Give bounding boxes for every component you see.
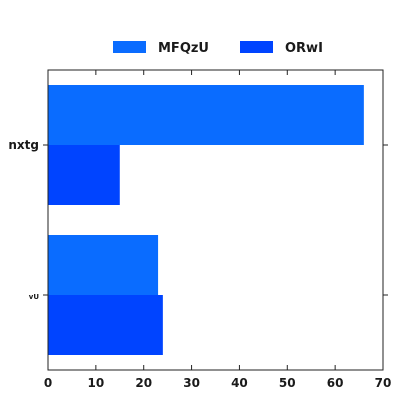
- x-tick-label: 10: [88, 376, 105, 390]
- x-axis: 0 10 20 30 40 50 60 70: [44, 70, 392, 390]
- legend: MFQzU ORwI: [113, 41, 323, 56]
- bars: [48, 85, 364, 355]
- x-tick-label: 70: [375, 376, 392, 390]
- y-axis: nxtg vU: [8, 138, 388, 301]
- x-tick-label: 0: [44, 376, 52, 390]
- bar-MFQzU-vU: [48, 235, 159, 295]
- y-category-label: nxtg: [8, 138, 39, 152]
- legend-swatch-ORwI: [240, 41, 273, 53]
- x-tick-label: 60: [327, 376, 344, 390]
- bar-MFQzU-nxtg: [48, 85, 364, 145]
- x-tick-label: 30: [183, 376, 200, 390]
- plot-frame: [47, 69, 384, 371]
- legend-swatch-MFQzU: [113, 41, 146, 53]
- legend-label-ORwI: ORwI: [285, 41, 323, 56]
- x-tick-label: 20: [135, 376, 152, 390]
- y-category-label: vU: [29, 293, 40, 301]
- x-tick-label: 40: [231, 376, 248, 390]
- legend-label-MFQzU: MFQzU: [158, 41, 209, 56]
- bar-ORwI-vU: [48, 295, 163, 355]
- bar-ORwI-nxtg: [48, 145, 120, 205]
- x-tick-label: 50: [279, 376, 296, 390]
